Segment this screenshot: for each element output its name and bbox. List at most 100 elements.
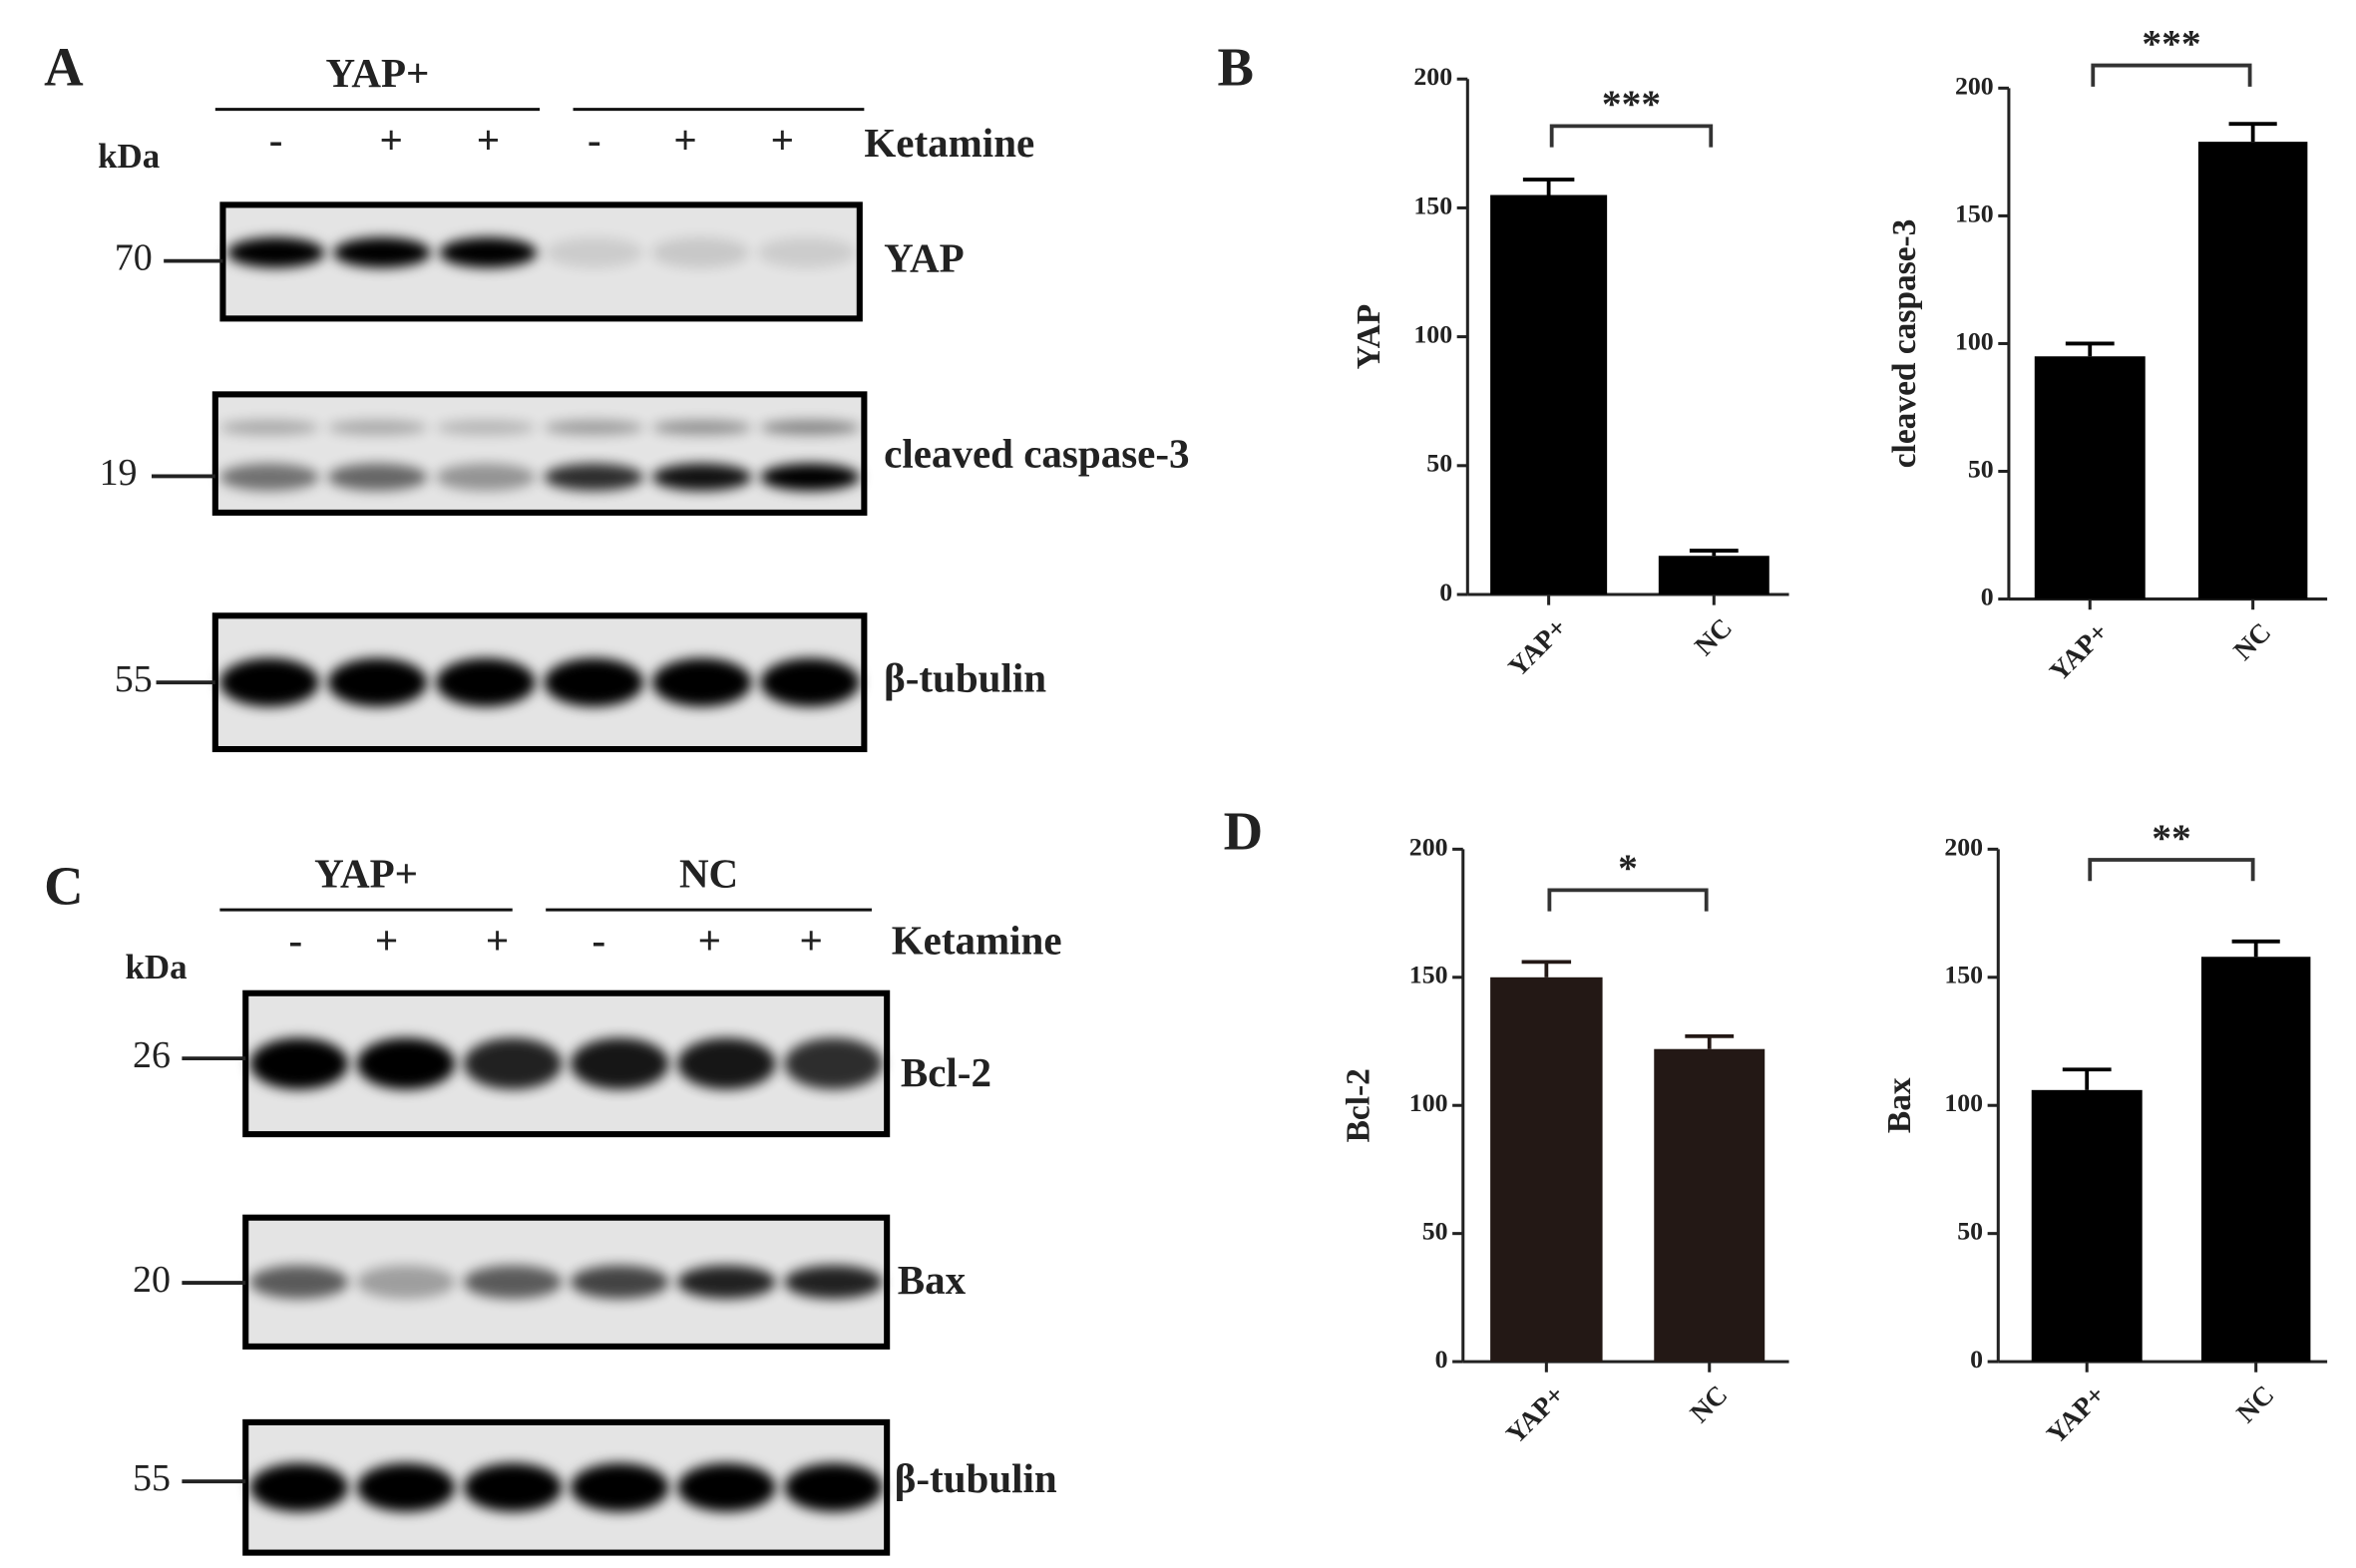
blot-band: [784, 1462, 883, 1512]
y-tick-label: 200: [1944, 832, 1983, 861]
y-tick-label: 0: [1439, 578, 1452, 606]
blot-band: [570, 1462, 669, 1512]
blot-band: [327, 419, 428, 436]
error-bar: [1689, 549, 1739, 557]
significance-label: **: [2152, 816, 2190, 860]
blot-background: [245, 1421, 888, 1553]
panel-letter: C: [44, 855, 84, 916]
y-tick-label: 100: [1955, 326, 1994, 355]
protein-label: Bcl-2: [901, 1049, 991, 1095]
blot-band: [463, 1462, 563, 1512]
blot-background: [214, 394, 865, 513]
protein-label: YAP: [884, 235, 965, 281]
panel-letter: B: [1218, 37, 1255, 98]
blot-background: [245, 1217, 888, 1347]
protein-label: β-tubulin: [884, 655, 1046, 701]
treatment-sign: +: [799, 918, 822, 964]
blot-background: [214, 615, 865, 750]
error-bar: [1522, 178, 1575, 196]
blot-background: [245, 992, 888, 1135]
blot-band: [249, 1037, 349, 1090]
y-tick-label: 200: [1955, 71, 1994, 100]
y-tick-label: 0: [1970, 1345, 1983, 1373]
blot-band: [333, 237, 431, 268]
blot-band: [544, 463, 644, 492]
panel-letter: D: [1224, 801, 1264, 862]
error-bar: [1521, 960, 1572, 978]
marker-size: 70: [115, 236, 153, 278]
significance-label: ***: [2142, 21, 2200, 65]
blot-band: [677, 1462, 776, 1512]
blot-band: [356, 1265, 456, 1300]
blot-band: [760, 463, 861, 492]
y-tick-label: 50: [1426, 449, 1452, 478]
y-tick-label: 150: [1955, 198, 1994, 227]
y-tick-label: 100: [1413, 320, 1452, 349]
treatment-sign: +: [379, 117, 402, 163]
treatment-label: Ketamine: [892, 918, 1062, 964]
significance-bracket: [2091, 63, 2252, 87]
blot-frame: [211, 391, 868, 516]
group-label: YAP+: [326, 50, 430, 96]
bar: [1490, 195, 1608, 595]
y-tick-label: 50: [1957, 1217, 1983, 1246]
y-tick-label: 100: [1944, 1088, 1983, 1117]
error-bar: [2231, 939, 2280, 958]
protein-label: cleaved caspase-3: [884, 431, 1189, 477]
significance-label: ***: [1602, 82, 1661, 126]
blot-band: [219, 419, 319, 436]
treatment-sign: -: [269, 117, 283, 163]
error-bar: [1685, 1033, 1735, 1049]
blot-band: [545, 237, 643, 268]
treatment-label: Ketamine: [864, 120, 1034, 166]
blot-band: [760, 419, 861, 436]
y-axis-title: cleaved caspase-3: [1886, 219, 1923, 469]
treatment-sign: +: [771, 117, 794, 163]
blot-band: [439, 237, 538, 268]
unit-label: kDa: [125, 948, 187, 986]
y-tick-label: 0: [1981, 582, 1994, 610]
blot-band: [544, 419, 644, 436]
blot-frame: [242, 989, 891, 1138]
y-tick-label: 200: [1409, 832, 1448, 861]
treatment-sign: -: [289, 918, 303, 964]
blot-band: [784, 1265, 883, 1300]
y-tick-label: 150: [1409, 961, 1448, 989]
y-tick-label: 100: [1409, 1088, 1448, 1117]
blot-band: [249, 1462, 349, 1512]
bar: [2197, 142, 2308, 599]
blot-band: [463, 1037, 563, 1090]
error-bar: [2065, 341, 2115, 357]
blot-band: [327, 463, 428, 492]
bar: [2200, 957, 2311, 1363]
blot-band: [463, 1265, 563, 1300]
significance-bracket: [1547, 888, 1709, 912]
blot-band: [436, 463, 536, 492]
blot-band: [784, 1037, 883, 1090]
y-tick-label: 150: [1413, 191, 1452, 219]
bar: [2031, 1089, 2143, 1363]
significance-bracket: [1549, 124, 1714, 148]
y-tick-label: 0: [1435, 1345, 1448, 1373]
protein-label: β-tubulin: [895, 1455, 1057, 1501]
y-tick-label: 200: [1413, 62, 1452, 91]
marker-size: 55: [133, 1457, 171, 1499]
error-bar: [2228, 122, 2277, 143]
group-label: NC: [679, 851, 738, 897]
bar: [1654, 1048, 1766, 1363]
y-tick-label: 50: [1968, 454, 1994, 483]
y-axis-title: YAP: [1351, 304, 1387, 370]
blot-band: [356, 1037, 456, 1090]
y-tick-label: 50: [1422, 1217, 1448, 1246]
blot-band: [436, 657, 536, 707]
treatment-sign: -: [588, 117, 601, 163]
treatment-sign: +: [486, 918, 509, 964]
blot-band: [226, 237, 325, 268]
panel-letter: A: [44, 37, 84, 98]
blot-band: [544, 657, 644, 707]
y-tick-label: 150: [1944, 961, 1983, 989]
y-axis-title: Bax: [1881, 1077, 1918, 1133]
bar: [1490, 977, 1603, 1363]
treatment-sign: +: [477, 117, 500, 163]
